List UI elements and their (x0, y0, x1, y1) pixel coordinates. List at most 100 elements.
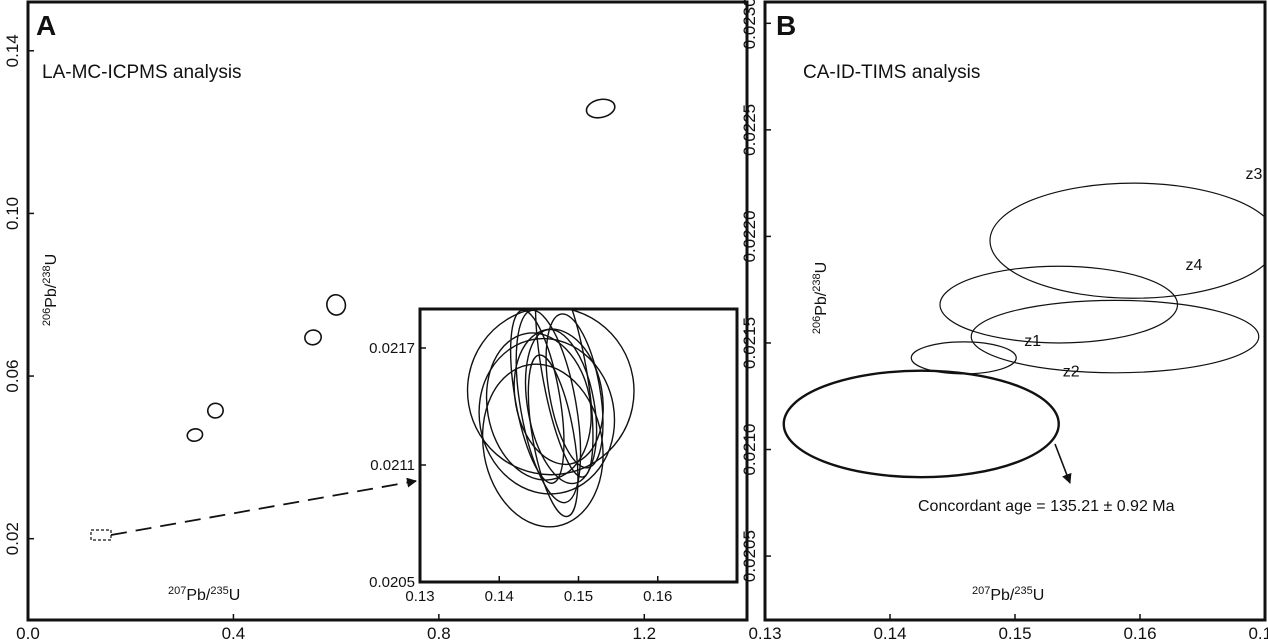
svg-text:207Pb/235U: 207Pb/235U (168, 585, 240, 604)
y-tick-label: 0.02 (3, 522, 22, 555)
panel-b-letter: B (776, 10, 796, 41)
y-tick-label: 0.10 (3, 197, 22, 230)
error-ellipse-1 (186, 428, 204, 442)
age-marker-600 (0, 0, 5, 5)
panel-a-inset: 132134136138 0.130.140.150.160.02050.021… (0, 0, 739, 605)
age-marker-132 (0, 0, 2, 2)
age-marker-300 (0, 0, 5, 5)
age-marker-130 (0, 0, 6, 6)
age-marker-135 (0, 0, 2, 2)
panel-b-title: CA-ID-TIMS analysis (803, 62, 980, 83)
age-marker-146 (0, 0, 6, 6)
error-ellipse-3 (481, 363, 604, 528)
error-ellipse-8 (534, 309, 594, 478)
age-marker-136 (0, 0, 6, 6)
error-ellipse-3 (304, 329, 323, 346)
age-marker-136 (0, 0, 2, 2)
age-marker-138 (0, 0, 6, 6)
age-marker-132 (0, 0, 6, 6)
age-marker-700 (0, 0, 5, 5)
panel-a-ylabel-mass2: 238 (41, 265, 53, 283)
x-tick-label: 0.4 (222, 624, 246, 643)
error-ellipse-10 (545, 313, 604, 469)
x-tick-label: 0.16 (1123, 624, 1156, 643)
y-tick-label: 0.0220 (740, 210, 759, 262)
y-tick-label: 0.0230 (740, 0, 759, 49)
panel-b-ticks: 0.13 0.14 0.15 0.16 0.17 0.0205 0.0210 0.0215 0.… (740, 0, 1268, 643)
panel-a-ylabel-el2: U (43, 254, 60, 266)
panel-b-ylabel-mass2: 238 (811, 273, 823, 291)
panel-b-ylabel-el1: Pb/ (813, 291, 830, 316)
panel-a-letter: A (36, 10, 56, 41)
ellipse-label-z4: z4 (1186, 257, 1203, 274)
age-marker-400 (0, 0, 5, 5)
svg-text:206Pb/238U: 206Pb/238U (811, 262, 830, 334)
panel-a-xlabel: 207Pb/235U (168, 585, 240, 604)
x-tick-label: 1.2 (632, 624, 656, 643)
panel-b-ylabel-mass1: 206 (811, 316, 823, 334)
x-tick-label: 0.15 (998, 624, 1031, 643)
panel-a-title: LA-MC-ICPMS analysis (42, 62, 242, 83)
error-ellipse-z4 (939, 265, 1179, 344)
panel-a-ylabel: 206Pb/238U (41, 254, 60, 326)
age-marker-100 (0, 0, 5, 5)
panel-b-xlabel: 207Pb/235U (972, 585, 1044, 604)
x-tick-label: 0.0 (16, 624, 40, 643)
x-tick-label: 0.16 (643, 588, 672, 605)
ellipse-label-z1: z1 (1024, 333, 1041, 350)
panel-a-frame (26, 0, 749, 622)
error-ellipse-9 (524, 328, 598, 485)
x-tick-label: 0.14 (873, 624, 906, 643)
panel-b-concordant-age: Concordant age = 135.21 ± 0.92 Ma (918, 498, 1175, 515)
y-tick-label: 0.0211 (370, 457, 415, 474)
age-marker-500 (0, 0, 5, 5)
y-tick-label: 0.06 (3, 360, 22, 393)
error-ellipse-11 (527, 354, 579, 518)
panel-a-xlabel-mass2: 235 (210, 585, 228, 597)
age-marker-800 (0, 0, 5, 5)
x-tick-label: 0.14 (485, 588, 514, 605)
panel-a-plot: 100300500700 (0, 0, 616, 442)
age-marker-137 (0, 0, 2, 2)
x-tick-label: 0.8 (427, 624, 451, 643)
age-marker-144 (0, 0, 6, 6)
panel-a-ylabel-mass1: 206 (41, 308, 53, 326)
svg-text:207Pb/235U: 207Pb/235U (972, 585, 1044, 604)
panel-a-xlabel-mass1: 207 (168, 585, 186, 597)
panel-b-plot: z3z4z5z1z2130134138142146 (0, 0, 1268, 479)
y-tick-label: 0.0225 (740, 104, 759, 156)
y-tick-label: 0.0205 (369, 574, 415, 591)
y-tick-label: 0.0217 (369, 340, 415, 357)
panel-a-ticks: 0.0 0.4 0.8 1.2 0.02 0.06 0.10 0.14 (3, 34, 656, 643)
y-tick-label: 0.0215 (740, 317, 759, 369)
age-marker-134 (0, 0, 6, 6)
svg-text:206Pb/238U: 206Pb/238U (41, 254, 60, 326)
panel-b-ylabel-el2: U (813, 262, 830, 274)
error-ellipse-2 (478, 337, 616, 495)
age-marker-140 (0, 0, 6, 6)
age-marker-134 (0, 0, 2, 2)
age-marker-142 (0, 0, 6, 6)
ellipse-label-z2: z2 (1063, 364, 1080, 381)
panel-b-xlabel-el2: U (1033, 587, 1045, 604)
y-tick-label: 0.14 (3, 34, 22, 67)
x-tick-label: 0.13 (748, 624, 781, 643)
error-ellipse-5 (585, 98, 616, 119)
error-ellipse-z2 (782, 369, 1060, 479)
y-tick-label: 0.0210 (740, 424, 759, 476)
ellipse-label-z5: z5 (1265, 295, 1268, 312)
panel-a-xlabel-el2: U (229, 587, 241, 604)
panel-a-ylabel-el1: Pb/ (43, 283, 60, 308)
x-tick-label: 0.17 (1248, 624, 1268, 643)
x-tick-label: 0.15 (564, 588, 593, 605)
panel-b-xlabel-el1: Pb/ (990, 587, 1015, 604)
panel-b-ylabel: 206Pb/238U (811, 262, 830, 334)
error-ellipse-z3 (989, 182, 1265, 299)
panel-b-age-arrow (1054, 443, 1072, 484)
panel-a-zoom-box (90, 529, 112, 541)
error-ellipse-1 (466, 309, 635, 476)
inset-ticks: 0.13 0.14 0.15 0.16 0.0205 0.0211 0.0217 (369, 340, 672, 605)
error-ellipse-4 (326, 293, 347, 316)
